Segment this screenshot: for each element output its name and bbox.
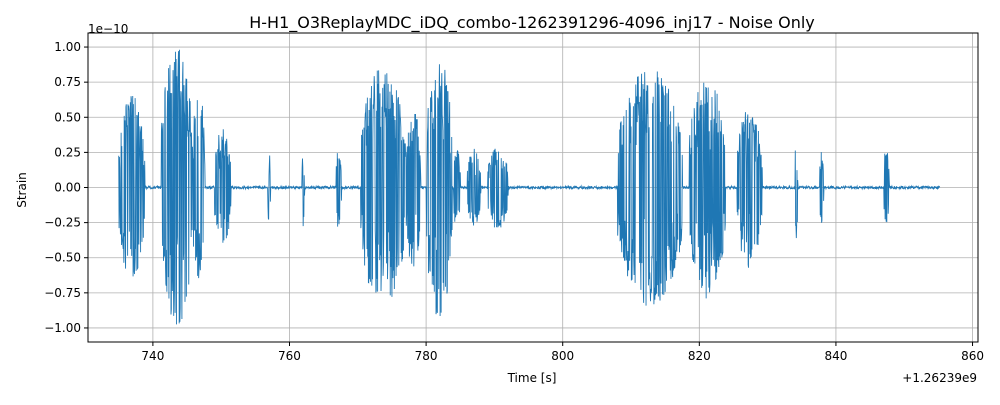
y-axis-label: Strain [15, 172, 29, 208]
x-axis-label: Time [s] [507, 371, 557, 385]
x-tick-label: 740 [141, 349, 164, 363]
y-scale-label: 1e−10 [88, 22, 128, 36]
plot-frame [87, 32, 979, 343]
y-tick-label: 0.50 [54, 110, 81, 124]
y-tick-label: 1.00 [54, 40, 81, 54]
y-ticks: −1.00 −0.75 −0.50 −0.25 0.00 0.25 0.50 0.75 1.00 [44, 40, 88, 335]
x-tick-label: 780 [415, 349, 438, 363]
x-tick-label: 840 [824, 349, 847, 363]
y-tick-label: 0.75 [54, 75, 81, 89]
y-tick-label: −0.75 [44, 286, 81, 300]
y-tick-label: −0.50 [44, 251, 81, 265]
y-tick-label: 0.00 [54, 181, 81, 195]
x-tick-label: 760 [278, 349, 301, 363]
x-tick-label: 800 [551, 349, 574, 363]
x-tick-label: 820 [688, 349, 711, 363]
y-tick-label: 0.25 [54, 145, 81, 159]
x-offset-label: +1.26239e9 [902, 371, 977, 385]
signal-trace [118, 49, 941, 325]
chart-title: H-H1_O3ReplayMDC_iDQ_combo-1262391296-40… [249, 13, 815, 33]
strain-series-line [118, 49, 941, 325]
y-tick-label: −0.25 [44, 216, 81, 230]
x-tick-label: 860 [961, 349, 984, 363]
y-tick-label: −1.00 [44, 321, 81, 335]
x-ticks: 740 760 780 800 820 840 860 [141, 342, 984, 363]
